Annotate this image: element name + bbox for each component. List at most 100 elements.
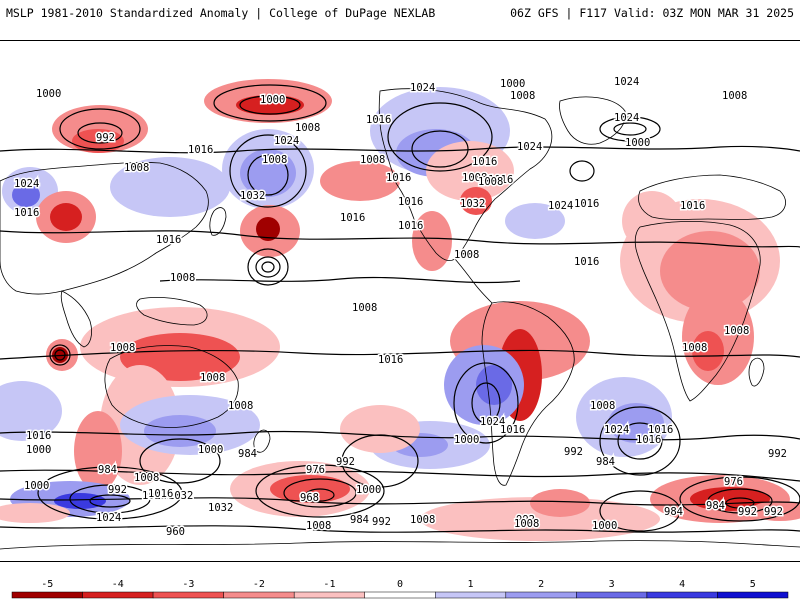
isobar-loop <box>707 488 773 514</box>
isobar-line <box>0 430 800 441</box>
isobar-label: 1024 <box>614 112 639 124</box>
isobar-loop <box>59 108 141 150</box>
isobar-label: 992 <box>372 516 391 528</box>
isobar-loop <box>229 134 307 208</box>
colorbar-tick-label: -3 <box>182 579 194 590</box>
isobar-loop <box>471 382 501 424</box>
colorbar-segment <box>82 591 154 599</box>
anomaly-region-neg3 <box>692 331 724 371</box>
isobar-label: 1016 <box>366 114 391 126</box>
isobar-label: 960 <box>166 526 185 538</box>
anomaly-region-neg4 <box>236 95 304 115</box>
anomaly-region-neg3 <box>270 475 350 503</box>
isobar-label: 1016 <box>680 200 705 212</box>
isobar-labels: 1000992100010081008102410161024100810321… <box>13 75 789 540</box>
isobar-label: 1008 <box>462 172 487 184</box>
isobar-loop <box>261 261 275 273</box>
isobar-label: 1000 <box>454 434 479 446</box>
colorbar-tick-label: -2 <box>253 579 265 590</box>
colorbar-tick-label: -1 <box>323 579 335 590</box>
colorbar-segment <box>223 591 295 599</box>
colorbar-segment <box>11 591 83 599</box>
isobar-label: 1008 <box>360 154 385 166</box>
anomaly-region-pos1 <box>505 203 565 239</box>
anomaly-region-pos3 <box>12 183 40 207</box>
isobar-label: 1032 <box>240 190 265 202</box>
isobar-loop <box>411 130 469 168</box>
colorbar-segment <box>293 591 365 599</box>
isobar-label: 1024 <box>517 141 542 153</box>
anomaly-region-neg1 <box>622 191 682 251</box>
isobar-label: 1000 <box>356 484 381 496</box>
isobar-label: 1000 <box>198 444 223 456</box>
isobar-label: 1016 <box>156 234 181 246</box>
isobar-label: 1016 <box>148 488 173 500</box>
colorbar-tick-label: -4 <box>112 579 124 590</box>
isobar-label: 1032 <box>168 490 193 502</box>
isobar-line <box>0 230 800 248</box>
anomaly-region-pos1 <box>0 381 62 441</box>
isobar-loop <box>679 476 800 522</box>
isobar-loop <box>247 154 289 196</box>
isobar-label: 992 <box>768 448 787 460</box>
colorbar-tick-label: 3 <box>609 579 615 590</box>
isobar-loop <box>139 438 221 484</box>
coast-north-america <box>378 88 553 261</box>
isobar-label: 1008 <box>510 90 535 102</box>
anomaly-region-neg1 <box>426 141 514 201</box>
colorbar-tick-label: 2 <box>538 579 544 590</box>
coast-antarctica <box>0 540 800 550</box>
isobar-label: 992 <box>564 446 583 458</box>
isobar-loop <box>569 160 595 182</box>
coast-se-asia-islands <box>136 297 208 326</box>
isobar-label: 1024 <box>274 135 299 147</box>
isobar-label: 1016 <box>472 156 497 168</box>
isobar-label: 992 <box>516 514 535 526</box>
anomaly-region-pos4 <box>54 493 106 509</box>
colorbar-segment <box>435 591 507 599</box>
isobar-loop <box>617 422 663 460</box>
valid-time-label: 06Z GFS | F117 Valid: 03Z MON MAR 31 202… <box>510 6 794 20</box>
anomaly-region-pos2 <box>144 415 216 447</box>
isobar-label: 1008 <box>295 122 320 134</box>
coast-europe <box>638 174 786 220</box>
coastlines <box>0 88 800 550</box>
isobar-label: 1024 <box>96 512 121 524</box>
isobar-label: 1024 <box>410 82 435 94</box>
isobar-loop <box>89 494 131 508</box>
anomaly-region-neg3 <box>460 187 492 215</box>
isobar-loop <box>239 95 301 115</box>
isobar-label: 984 <box>98 464 117 476</box>
colorbar-tick-label: 1 <box>468 579 474 590</box>
isobar-loop <box>613 122 647 136</box>
isobar-label: 1016 <box>14 207 39 219</box>
isobar-label: 968 <box>300 492 319 504</box>
isobar-label: 1008 <box>306 520 331 532</box>
isobar-label: 992 <box>96 132 115 144</box>
coast-australia <box>104 345 239 428</box>
isobar-label: 992 <box>764 506 783 518</box>
coast-central-america <box>454 258 493 304</box>
isobar-label: 1008 <box>682 342 707 354</box>
coast-madagascar <box>748 357 765 387</box>
isobar-label: 1008 <box>514 518 539 530</box>
anomaly-region-neg1 <box>340 405 420 453</box>
isobar-label: 1008 <box>134 472 159 484</box>
anomaly-region-pos3 <box>476 365 512 405</box>
isobar-label: 1016 <box>574 256 599 268</box>
isobar-label: 1032 <box>208 502 233 514</box>
isobar-label: 984 <box>350 514 369 526</box>
anomaly-region-neg2 <box>412 211 452 271</box>
anomaly-region-neg2 <box>750 501 800 521</box>
isobar-label: 1016 <box>26 430 51 442</box>
colorbar-segment <box>152 591 224 599</box>
isobar-loop <box>54 349 66 361</box>
isobar-label: 1008 <box>478 176 503 188</box>
isobar-line <box>159 276 521 284</box>
isobar-label: 1008 <box>228 400 253 412</box>
isobar-loop <box>725 497 755 509</box>
isobar-loop <box>255 464 385 518</box>
isobar-label: 1000 <box>500 78 525 90</box>
colorbar-tick-label: 5 <box>750 579 756 590</box>
isobar-label: 984 <box>664 506 683 518</box>
